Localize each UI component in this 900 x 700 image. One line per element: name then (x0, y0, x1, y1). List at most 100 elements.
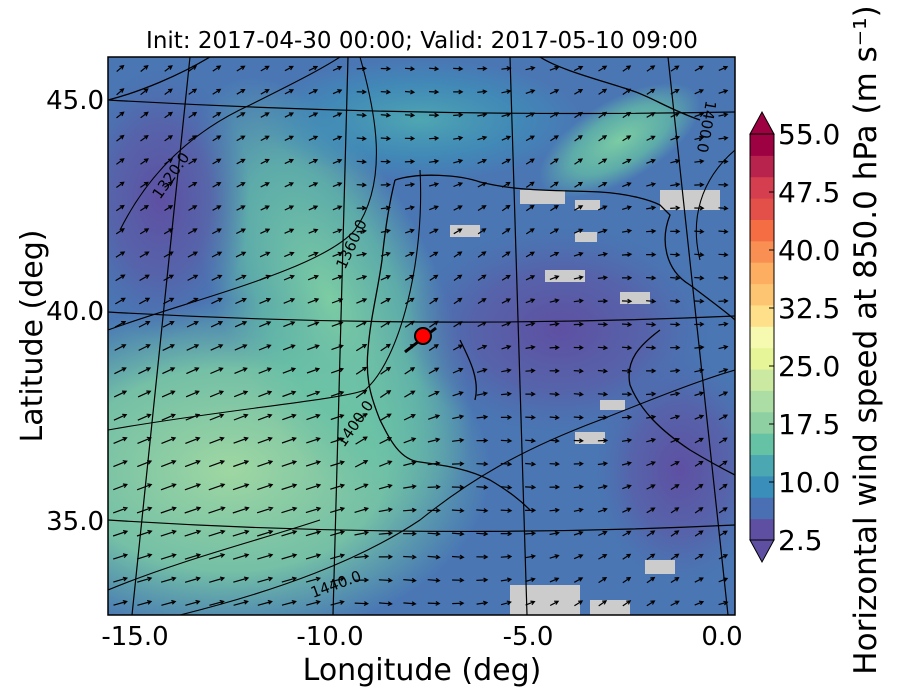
wind-arrow (233, 436, 249, 444)
wind-arrow (330, 553, 346, 560)
wind-arrow (500, 531, 513, 537)
wind-arrow (549, 345, 560, 351)
wind-arrow (354, 530, 370, 536)
wind-arrow (670, 252, 681, 258)
wind-arrow (549, 415, 560, 420)
colorbar-tick-label: 32.5 (778, 292, 840, 325)
wind-arrow (209, 576, 226, 583)
colorbar-band (750, 475, 774, 498)
wind-arrow (549, 321, 560, 327)
wind-arrow (281, 530, 298, 537)
wind-arrow (453, 89, 464, 95)
wind-arrow (621, 252, 633, 257)
x-tick-label: 0.0 (701, 622, 742, 652)
wind-arrow (212, 135, 222, 142)
wind-arrow (259, 251, 271, 258)
wind-arrow (451, 531, 465, 537)
wind-arrow (429, 159, 440, 164)
wind-arrow (597, 228, 608, 234)
wind-arrow (403, 507, 417, 513)
wind-arrow (137, 413, 152, 421)
wind-arrow (525, 438, 537, 444)
wind-arrow (477, 251, 487, 258)
wind-arrow (306, 367, 321, 374)
wind-arrow (670, 298, 681, 304)
wind-arrow (305, 460, 322, 467)
wind-arrow (306, 413, 321, 421)
wind-arrow (670, 414, 681, 420)
wind-arrow (501, 204, 511, 212)
wind-arrow (574, 600, 584, 607)
wind-arrow (184, 460, 201, 468)
colorbar-extend-max (749, 110, 775, 135)
x-tick-label: -5.0 (503, 622, 554, 652)
wind-arrow (186, 367, 200, 375)
wind-arrow (260, 205, 270, 211)
wind-arrow (308, 228, 319, 234)
wind-arrow (476, 368, 488, 373)
wind-arrow (140, 158, 149, 165)
wind-arrow (573, 368, 584, 374)
wind-arrow (646, 205, 657, 211)
wind-arrow (160, 529, 177, 537)
wind-arrow (646, 368, 657, 374)
wind-arrow (379, 601, 393, 607)
colorbar-tick-label: 10.0 (778, 466, 840, 499)
wind-arrow (188, 88, 198, 95)
wind-arrow (428, 344, 439, 352)
wind-arrow (187, 228, 198, 235)
wind-arrow (453, 205, 463, 211)
wind-arrow (282, 344, 296, 351)
wind-arrow (621, 298, 633, 304)
wind-arrow (139, 274, 150, 282)
wind-arrow (670, 437, 681, 443)
wind-arrow (573, 484, 584, 490)
wind-arrow (622, 111, 632, 119)
wind-arrow (354, 460, 369, 468)
wind-arrow (164, 205, 174, 212)
wind-arrow (549, 438, 560, 444)
colorbar-tick-label: 2.5 (778, 524, 823, 557)
wind-arrow (549, 112, 560, 118)
wind-arrow (354, 554, 370, 559)
wind-arrow (163, 297, 175, 305)
wind-arrow (212, 65, 222, 72)
wind-arrow (573, 275, 584, 280)
wind-arrow (452, 437, 465, 443)
wind-arrow (476, 508, 489, 514)
wind-arrow (670, 275, 681, 281)
wind-arrow (162, 344, 176, 351)
wind-arrow (164, 158, 174, 165)
wind-arrow (258, 367, 272, 374)
colorbar-band (750, 219, 774, 242)
wind-arrow (258, 390, 273, 398)
wind-arrow (116, 88, 125, 96)
wind-arrow (476, 484, 489, 490)
wind-arrow (378, 483, 393, 490)
wind-arrow (427, 484, 441, 490)
wind-arrow (694, 135, 705, 141)
wind-arrow (116, 181, 125, 188)
wind-arrow (404, 66, 416, 72)
wind-arrow (305, 506, 322, 514)
wind-arrow (477, 228, 487, 235)
wind-arrow (256, 506, 274, 514)
wind-arrow (284, 228, 295, 234)
colorbar-band (750, 134, 774, 156)
wind-arrow (235, 274, 247, 281)
wind-arrow (138, 344, 151, 351)
wind-arrow (236, 112, 246, 118)
wind-arrow (211, 251, 223, 258)
wind-arrow (160, 460, 177, 468)
wind-arrow (188, 65, 198, 72)
wind-arrow (306, 390, 321, 397)
wind-arrow (212, 228, 222, 235)
wind-arrow (260, 182, 270, 188)
wind-arrow (332, 182, 343, 188)
wind-arrow (597, 414, 609, 420)
wind-arrow (332, 228, 343, 234)
wind-arrow (259, 274, 271, 281)
wind-arrow (163, 274, 175, 282)
wind-arrow (257, 436, 273, 444)
wind-arrow (236, 135, 246, 142)
